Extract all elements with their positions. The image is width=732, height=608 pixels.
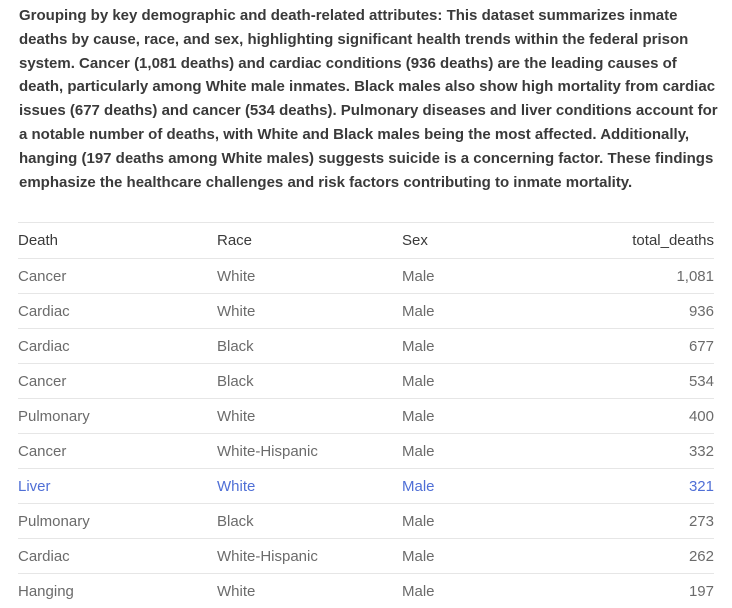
cell-total-deaths: 936 — [522, 294, 714, 329]
table-row[interactable]: Cancer White Male 1,081 — [18, 259, 714, 294]
cell-race: White — [217, 574, 402, 608]
deaths-table: Death Race Sex total_deaths Cancer White… — [18, 222, 714, 608]
table-header-row: Death Race Sex total_deaths — [18, 223, 714, 259]
table-row[interactable]: Pulmonary Black Male 273 — [18, 504, 714, 539]
cell-sex: Male — [402, 399, 522, 434]
cell-race: White — [217, 399, 402, 434]
cell-race: White — [217, 294, 402, 329]
table-row-highlighted[interactable]: Liver White Male 321 — [18, 469, 714, 504]
cell-total-deaths: 677 — [522, 329, 714, 364]
table-row[interactable]: Cardiac Black Male 677 — [18, 329, 714, 364]
cell-total-deaths: 273 — [522, 504, 714, 539]
cell-race: Black — [217, 364, 402, 399]
table-row[interactable]: Cardiac White Male 936 — [18, 294, 714, 329]
cell-sex: Male — [402, 434, 522, 469]
cell-death: Cancer — [18, 364, 217, 399]
cell-death: Pulmonary — [18, 399, 217, 434]
cell-death: Cardiac — [18, 539, 217, 574]
column-header-death[interactable]: Death — [18, 223, 217, 259]
cell-total-deaths: 400 — [522, 399, 714, 434]
cell-death: Cardiac — [18, 329, 217, 364]
cell-death: Cardiac — [18, 294, 217, 329]
table-row[interactable]: Cardiac White-Hispanic Male 262 — [18, 539, 714, 574]
cell-race: White-Hispanic — [217, 434, 402, 469]
cell-death: Cancer — [18, 434, 217, 469]
cell-death: Liver — [18, 469, 217, 504]
cell-total-deaths: 197 — [522, 574, 714, 608]
column-header-sex[interactable]: Sex — [402, 223, 522, 259]
cell-race: Black — [217, 504, 402, 539]
cell-total-deaths: 332 — [522, 434, 714, 469]
column-header-race[interactable]: Race — [217, 223, 402, 259]
cell-sex: Male — [402, 539, 522, 574]
cell-race: Black — [217, 329, 402, 364]
cell-total-deaths: 534 — [522, 364, 714, 399]
cell-death: Hanging — [18, 574, 217, 608]
cell-sex: Male — [402, 504, 522, 539]
cell-sex: Male — [402, 294, 522, 329]
table-row[interactable]: Cancer Black Male 534 — [18, 364, 714, 399]
cell-sex: Male — [402, 574, 522, 608]
cell-race: White — [217, 259, 402, 294]
cell-sex: Male — [402, 364, 522, 399]
cell-sex: Male — [402, 469, 522, 504]
cell-race: White-Hispanic — [217, 539, 402, 574]
dataset-summary: Grouping by key demographic and death-re… — [19, 4, 719, 194]
cell-total-deaths: 262 — [522, 539, 714, 574]
cell-death: Cancer — [18, 259, 217, 294]
column-header-total-deaths[interactable]: total_deaths — [522, 223, 714, 259]
cell-death: Pulmonary — [18, 504, 217, 539]
cell-race: White — [217, 469, 402, 504]
cell-sex: Male — [402, 259, 522, 294]
cell-total-deaths: 1,081 — [522, 259, 714, 294]
cell-sex: Male — [402, 329, 522, 364]
cell-total-deaths: 321 — [522, 469, 714, 504]
table-row[interactable]: Pulmonary White Male 400 — [18, 399, 714, 434]
table-row[interactable]: Cancer White-Hispanic Male 332 — [18, 434, 714, 469]
table-row[interactable]: Hanging White Male 197 — [18, 574, 714, 608]
